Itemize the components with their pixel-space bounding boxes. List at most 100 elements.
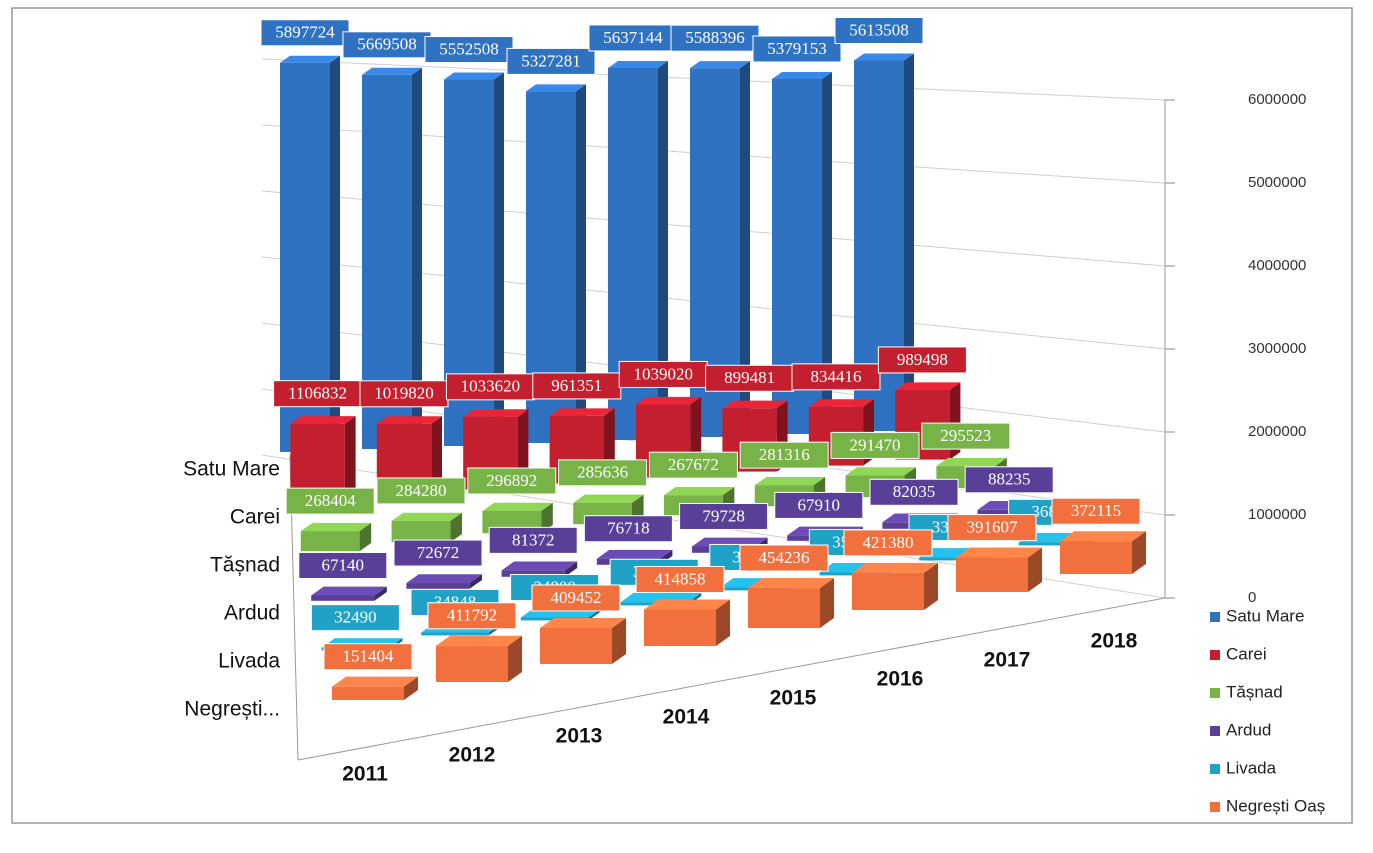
bar-side	[508, 635, 522, 682]
legend-label: Livada	[1226, 758, 1277, 777]
bar-side	[820, 578, 834, 628]
x-tick-label: 2012	[449, 744, 496, 767]
data-label: 989498	[897, 350, 948, 369]
data-label: 285636	[577, 463, 628, 482]
bar-side	[344, 416, 356, 502]
data-label-box	[445, 373, 535, 401]
data-label: 414858	[655, 569, 706, 588]
legend-swatch	[1210, 650, 1220, 660]
data-label: 5327281	[521, 51, 581, 70]
bar-top	[772, 71, 832, 79]
data-label: 267672	[668, 455, 719, 474]
bar-side	[904, 53, 914, 431]
data-label: 32490	[334, 608, 377, 627]
bar-top	[636, 396, 702, 405]
data-label: 88235	[988, 470, 1031, 489]
legend-swatch	[1210, 726, 1220, 736]
data-label: 82035	[893, 482, 936, 501]
legend-label: Ardud	[1226, 720, 1271, 739]
bar	[1018, 542, 1087, 546]
bar-top	[644, 599, 730, 610]
data-label-box	[947, 514, 1037, 542]
data-label: 79728	[702, 506, 745, 525]
legend-label: Negrești Oaș	[1226, 796, 1325, 815]
depth-tick-label: Negrești...	[184, 698, 280, 721]
bar-side	[716, 599, 730, 646]
bar	[391, 520, 451, 543]
labels: 5897724 5669508 5552508 5327281 5637144 55883…	[183, 17, 1325, 815]
bar	[956, 557, 1028, 592]
bar-top	[391, 512, 462, 521]
data-label-box	[830, 431, 920, 459]
data-label: 454236	[759, 548, 810, 567]
data-label-box	[532, 372, 622, 400]
depth-tick-label: Satu Mare	[183, 458, 280, 481]
bar-top	[362, 67, 422, 75]
data-label: 151404	[343, 647, 395, 666]
data-label: 5588396	[685, 28, 745, 47]
data-label: 5897724	[275, 23, 335, 42]
y-tick-label: 0	[1248, 589, 1256, 606]
legend-swatch	[1210, 688, 1220, 698]
bar-side	[576, 84, 586, 444]
data-label-box	[843, 529, 933, 557]
data-label: 67140	[322, 555, 365, 574]
data-label-box	[427, 602, 517, 630]
data-label-box	[285, 487, 375, 515]
bar-top	[664, 486, 735, 496]
data-label-box	[342, 31, 432, 59]
bar-top	[608, 60, 668, 68]
data-label-box	[1051, 497, 1141, 525]
bar-side	[469, 574, 482, 589]
bar-side	[450, 512, 462, 543]
data-label: 76718	[607, 519, 650, 538]
data-label-box	[679, 502, 769, 530]
bar-top	[754, 476, 826, 486]
data-label-box	[424, 36, 514, 64]
data-label-box	[531, 584, 621, 612]
bar-top	[300, 522, 372, 532]
legend-label: Satu Mare	[1226, 606, 1304, 625]
bar-top	[854, 53, 914, 61]
bar-top	[436, 635, 522, 646]
depth-tick-label: Ardud	[224, 602, 280, 625]
data-label: 834416	[811, 367, 862, 386]
bar	[406, 583, 470, 589]
bar-top	[332, 676, 418, 687]
data-label: 5669508	[357, 35, 417, 54]
bar-top	[956, 547, 1042, 558]
data-label-box	[877, 346, 967, 374]
legend-swatch	[1210, 764, 1220, 774]
data-label-box	[488, 526, 578, 554]
bar	[919, 557, 987, 561]
data-label-box	[310, 604, 400, 632]
y-tick-label: 6000000	[1248, 91, 1306, 108]
data-label: 72672	[417, 543, 460, 562]
bar	[300, 531, 360, 552]
data-label: 268404	[305, 491, 357, 510]
bar-side	[412, 67, 422, 449]
bar-top	[540, 617, 626, 628]
y-tick-label: 2000000	[1248, 423, 1306, 440]
bar-top	[808, 399, 874, 407]
bar-side	[374, 586, 387, 601]
data-label: 5613508	[849, 20, 909, 39]
bar	[540, 627, 612, 664]
bar-side	[1028, 547, 1042, 592]
bar	[1060, 541, 1132, 574]
bar-side	[612, 617, 626, 664]
data-label: 284280	[396, 481, 447, 500]
bar	[421, 632, 489, 636]
legend-label: Tășnad	[1226, 682, 1283, 701]
bar-top	[1060, 531, 1146, 542]
depth-tick-label: Livada	[218, 650, 280, 673]
bar-top	[596, 549, 673, 559]
bar-top	[852, 562, 938, 573]
bar-side	[658, 60, 668, 441]
y-tick-label: 3000000	[1248, 340, 1306, 357]
depth-tick-label: Carei	[230, 506, 280, 529]
data-label-box	[791, 363, 881, 391]
y-tick-label: 4000000	[1248, 257, 1306, 274]
data-label-box	[739, 441, 829, 469]
